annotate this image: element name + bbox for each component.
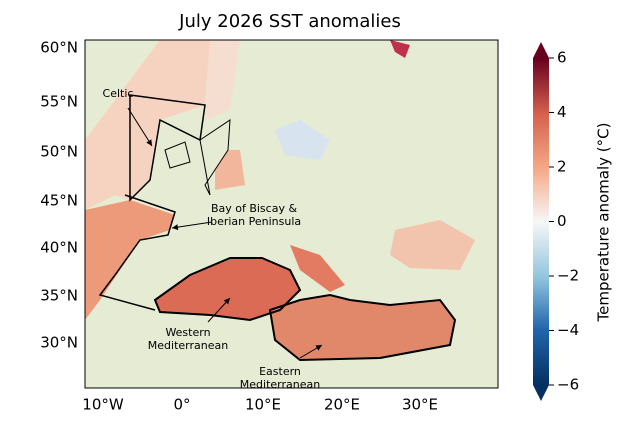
lon-tick-label: 20°E <box>324 396 360 414</box>
arrow <box>207 297 231 323</box>
colorbar <box>533 58 549 385</box>
lat-tick-label: 45°N <box>40 192 78 210</box>
colorbar-tick-label: 0 <box>557 212 567 230</box>
map-area <box>85 40 498 388</box>
colorbar-tick-label: −4 <box>557 321 579 339</box>
lon-tick-label: 10°W <box>82 396 124 414</box>
arrow <box>299 344 323 359</box>
colorbar-extend <box>533 385 549 401</box>
annotation: Bay of Biscay & <box>211 202 298 215</box>
annotation: Western <box>165 326 210 339</box>
lat-tick-label: 30°N <box>40 334 78 352</box>
lon-tick-label: 30°E <box>402 396 438 414</box>
colorbar-tick-label: 6 <box>557 49 567 67</box>
annotation: Eastern <box>259 365 301 378</box>
annotation: Celtic <box>103 87 134 100</box>
map-frame <box>84 39 499 389</box>
lat-tick-label: 60°N <box>40 39 78 57</box>
lon-tick-label: 0° <box>173 396 190 414</box>
lon-tick-label: 10°E <box>245 396 281 414</box>
lat-tick-label: 40°N <box>40 239 78 257</box>
colorbar-extend <box>533 42 549 58</box>
colorbar-label: Temperature anomaly (°C) <box>595 123 613 323</box>
lat-tick-label: 55°N <box>40 93 78 111</box>
colorbar-tick-label: −6 <box>557 376 579 394</box>
lat-tick-label: 50°N <box>40 143 78 161</box>
lat-tick-label: 35°N <box>40 287 78 305</box>
colorbar-tick-label: 4 <box>557 103 567 121</box>
colorbar-tick-label: −2 <box>557 267 579 285</box>
annotation: Iberian Peninsula <box>207 215 301 228</box>
arrow <box>171 221 213 231</box>
arrow <box>127 107 153 147</box>
annotation: Mediterranean <box>148 339 228 352</box>
annotation: Mediterranean <box>240 378 320 391</box>
map-title: July 2026 SST anomalies <box>178 11 401 32</box>
colorbar-tick-label: 2 <box>557 158 567 176</box>
